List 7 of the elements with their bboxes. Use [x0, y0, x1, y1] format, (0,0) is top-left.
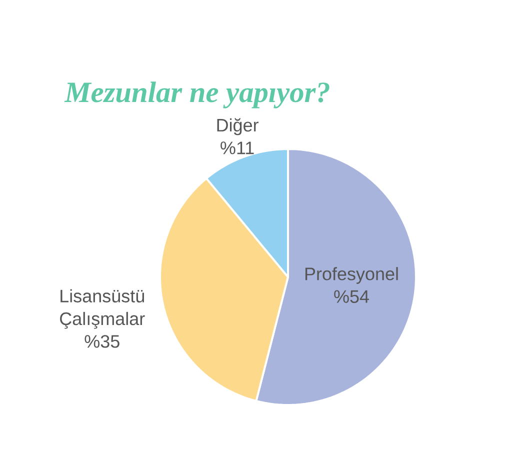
chart-title: Mezunlar ne yapıyor?	[64, 82, 330, 108]
data-label: %54	[334, 290, 369, 303]
slice-label: Profesyonel	[305, 267, 398, 284]
slice-label: Diğer	[217, 118, 258, 136]
data-label: %11	[220, 142, 254, 154]
slice-label: Lisansüstü Çalışmalar	[60, 289, 145, 329]
data-label: %35	[84, 335, 120, 348]
